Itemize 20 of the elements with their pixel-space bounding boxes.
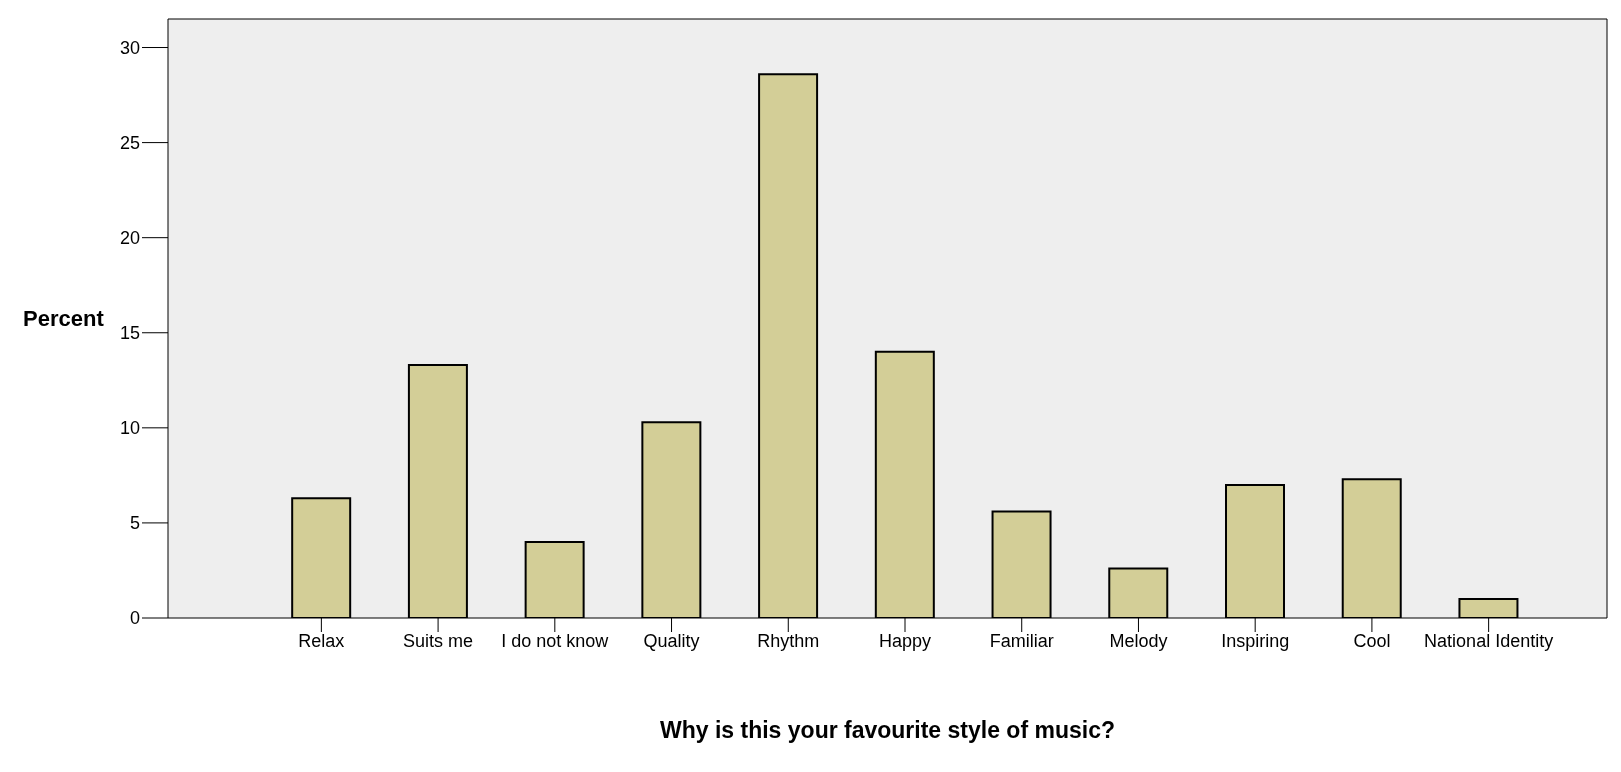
y-tick-label: 20 [119, 228, 140, 249]
x-tick-label: Familiar [989, 630, 1054, 651]
y-tick-label: 0 [129, 608, 140, 629]
x-tick-label: Quality [643, 630, 700, 651]
y-tick-label: 15 [119, 323, 140, 344]
x-axis-title: Why is this your favourite style of music? [660, 717, 1115, 743]
x-tick-label: Suits me [403, 630, 474, 651]
x-tick-label: I do not know [501, 630, 610, 651]
x-tick-label: Relax [298, 630, 345, 651]
x-tick-label: National Identity [1424, 630, 1554, 651]
y-tick-label: 25 [119, 132, 140, 153]
x-tick-label: Inspiring [1221, 630, 1290, 651]
x-tick-label: Cool [1353, 630, 1391, 651]
x-tick-label: Melody [1109, 630, 1168, 651]
y-axis-title: Percent [23, 306, 105, 332]
y-tick-label: 10 [119, 418, 140, 439]
x-tick-label: Rhythm [757, 630, 820, 651]
y-tick-label: 5 [129, 513, 140, 534]
y-tick-label: 30 [119, 37, 140, 58]
x-tick-label: Happy [878, 630, 932, 651]
